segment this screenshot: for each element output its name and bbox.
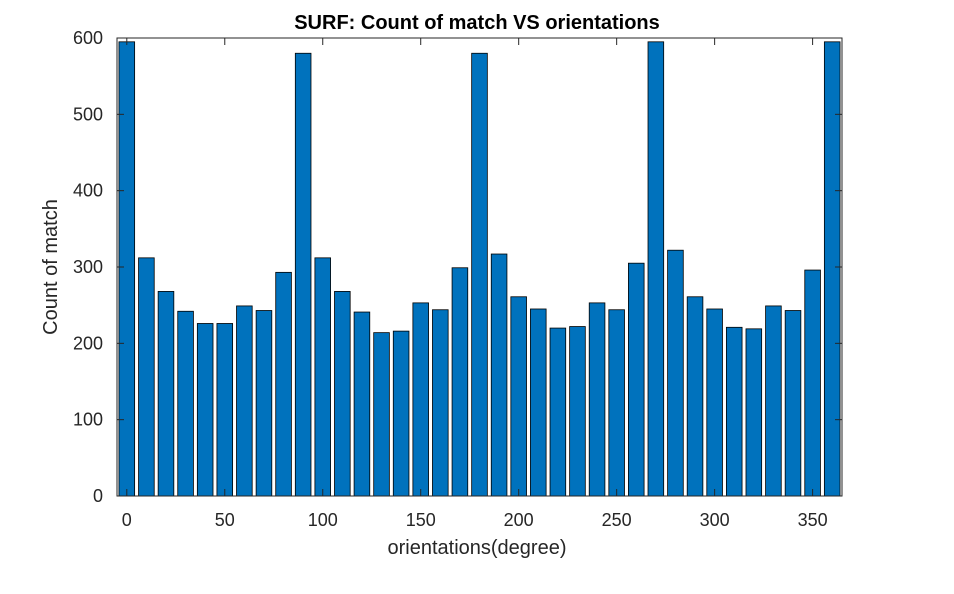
y-tick-label: 300: [73, 257, 103, 277]
bar: [334, 291, 351, 497]
bar: [216, 323, 234, 497]
bar: [725, 326, 743, 497]
bar: [490, 253, 508, 497]
bar: [196, 323, 214, 497]
bar: [118, 41, 136, 497]
bar: [236, 305, 253, 497]
x-tick-label: 350: [798, 510, 828, 530]
bar: [255, 310, 273, 497]
x-axis-label: orientations(degree): [388, 537, 567, 559]
bar: [823, 41, 841, 497]
y-tick-label: 200: [73, 333, 103, 353]
bar: [432, 309, 449, 497]
x-tick-label: 0: [122, 510, 132, 530]
bar: [588, 302, 606, 497]
y-axis-label: Count of match: [40, 199, 62, 335]
bar: [412, 302, 429, 497]
y-tick-labels: 0 100 200 300 400 500 600: [73, 28, 103, 506]
bar: [628, 262, 645, 497]
bar: [804, 269, 821, 497]
bar: [569, 326, 586, 497]
bar: [392, 330, 410, 497]
bar: [647, 41, 665, 497]
bar: [353, 311, 371, 497]
bar: [471, 52, 488, 497]
bar: [294, 52, 312, 497]
bar: [510, 296, 527, 497]
chart-title: SURF: Count of match VS orientations: [294, 12, 660, 34]
bar: [314, 257, 331, 497]
y-tick-label: 500: [73, 104, 103, 124]
plot-area-frame: [116, 37, 843, 497]
x-tick-labels: 0 50 100 150 200 250 300 350: [122, 510, 828, 530]
x-tick-label: 100: [308, 510, 338, 530]
x-tick-label: 250: [602, 510, 632, 530]
bar: [275, 271, 292, 497]
y-tick-label: 600: [73, 28, 103, 48]
bar: [138, 257, 155, 497]
bar: [177, 310, 194, 497]
bar: [530, 308, 547, 497]
bar: [157, 291, 175, 497]
bar: [549, 327, 567, 497]
bar: [745, 328, 763, 497]
x-tick-label: 150: [406, 510, 436, 530]
bar: [706, 308, 723, 497]
bar: [686, 296, 704, 497]
y-tick-label: 400: [73, 181, 103, 201]
y-tick-label: 100: [73, 410, 103, 430]
bar: [784, 310, 802, 497]
y-tick-label: 0: [93, 486, 103, 506]
bar: [765, 305, 782, 497]
bar-series: [118, 41, 841, 497]
bar: [373, 332, 390, 497]
bar: [451, 267, 469, 497]
x-tick-label: 50: [215, 510, 235, 530]
bar: [608, 309, 625, 497]
x-tick-label: 300: [700, 510, 730, 530]
x-tick-label: 200: [504, 510, 534, 530]
bar: [667, 249, 684, 497]
